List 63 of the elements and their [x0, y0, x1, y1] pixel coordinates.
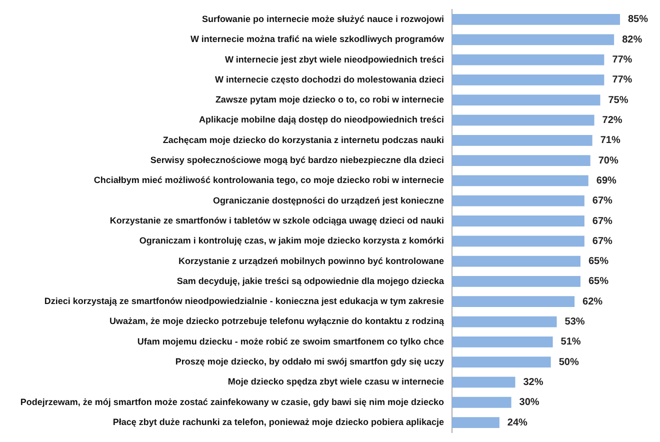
data-label: 75% [608, 94, 628, 106]
bar [452, 256, 580, 267]
y-tick-label: Uważam, że moje dziecko potrzebuje telefonu wyłącznie do kontaktu z rodziną [109, 316, 445, 326]
y-tick-label: Korzystanie z urządzeń mobilnych powinno być kontrolowane [178, 256, 444, 266]
bar [452, 94, 600, 106]
y-tick-label: W internecie można trafić na wiele szkodliwych programów [190, 34, 445, 44]
data-label: 67% [592, 216, 613, 227]
bar [452, 336, 553, 348]
data-label: 71% [600, 135, 620, 146]
data-label: 24% [507, 417, 528, 428]
bar [452, 396, 512, 408]
y-tick-label: Moje dziecko spędza zbyt wiele czasu w internecie [228, 376, 444, 387]
bar [452, 316, 557, 328]
bar [452, 155, 590, 166]
bar [452, 356, 551, 368]
y-tick-label: Zachęcam moje dziecko do korzystania z internetu podczas nauki [162, 134, 444, 145]
data-label: 69% [596, 175, 616, 186]
data-label: 72% [602, 114, 622, 126]
data-label: 77% [612, 74, 632, 86]
y-tick-label: W internecie często dochodzi do molestowania dzieci [214, 74, 444, 84]
bar [452, 175, 588, 186]
y-tick-label: Ufam mojemu dziecku - może robić ze swoim smartfonem co tylko chce [137, 336, 444, 346]
data-label: 67% [592, 236, 613, 247]
bar [452, 417, 500, 428]
data-label: 77% [612, 54, 632, 66]
y-tick-label: Chciałbym mieć możliwość kontrolowania tego, co moje dziecko robi w internecie [94, 175, 444, 186]
bar [452, 34, 614, 46]
y-tick-label: Surfowanie po internecie może służyć nauce i rozwojowi [202, 14, 444, 24]
y-tick-label: Płacę zbyt duże rachunki za telefon, ponieważ moje dziecko pobiera aplikacje [112, 417, 444, 428]
bar [452, 54, 604, 66]
data-label: 85% [628, 14, 648, 26]
data-label: 67% [592, 196, 613, 207]
bar [452, 296, 575, 308]
bar [452, 276, 580, 287]
y-tick-label: Sam decyduję, jakie treści są odpowiednie dla mojego dziecka [176, 276, 445, 286]
y-tick-label: Proszę moje dziecko, by oddało mi swój smartfon gdy się uczy [175, 356, 444, 367]
bar [452, 14, 620, 25]
bar [452, 236, 584, 247]
bar [452, 195, 584, 206]
bar [452, 114, 594, 126]
data-label: 53% [564, 316, 585, 328]
y-tick-label: Korzystanie ze smartfonów i tabletów w szkole odciąga uwagę dzieci od nauki [110, 215, 444, 226]
data-label: 50% [558, 356, 579, 368]
y-tick-label: Zawsze pytam moje dziecko o to, co robi w internecie [215, 94, 444, 105]
data-label: 32% [523, 376, 544, 388]
y-tick-label: Podejrzewam, że mój smartfon może zostać zainfekowany w czasie, gdy bawi się nim moje dziecko [20, 396, 444, 407]
data-label: 70% [598, 155, 618, 166]
y-tick-label: Ograniczanie dostępności do urządzeń jest konieczne [212, 195, 444, 206]
data-label: 51% [560, 336, 581, 348]
y-tick-label: Aplikacje mobilne dają dostęp do nieodpowiednich treści [198, 114, 444, 125]
data-label: 65% [588, 256, 609, 268]
y-tick-label: W internecie jest zbyt wiele nieodpowiednich treści [224, 54, 444, 64]
bar [452, 216, 584, 226]
bar [452, 134, 592, 146]
bar [452, 376, 516, 388]
y-tick-label: Ograniczam i kontroluję czas, w jakim moje dziecko korzysta z komórki [139, 236, 444, 246]
bar [452, 74, 604, 86]
data-label: 30% [519, 397, 540, 408]
y-tick-label: Dzieci korzystają ze smartfonów nieodpowiedzialnie - konieczna jest edukacja w tym zakresie [44, 296, 444, 306]
data-label: 65% [588, 276, 609, 288]
data-label: 82% [622, 34, 642, 46]
data-label: 62% [582, 296, 603, 308]
y-tick-label: Serwisy społecznościowe mogą być bardzo niebezpieczne dla dzieci [150, 155, 444, 166]
